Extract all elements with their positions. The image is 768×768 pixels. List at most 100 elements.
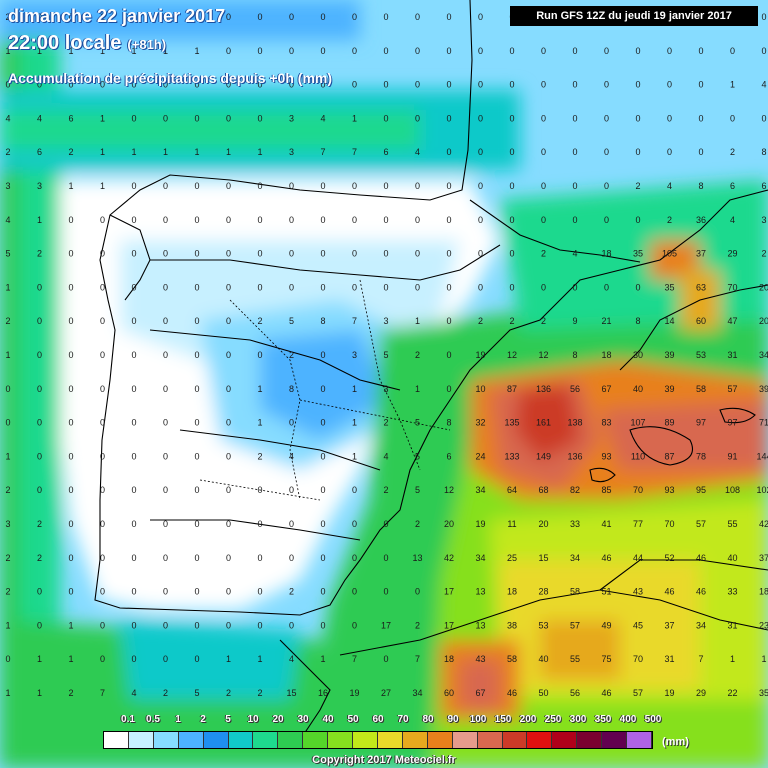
- grid-value: 0: [194, 80, 199, 90]
- grid-value: 1: [194, 147, 199, 157]
- grid-value: 2: [541, 249, 546, 259]
- grid-value: 1: [257, 418, 262, 428]
- grid-value: 42: [759, 519, 768, 529]
- grid-value: 0: [68, 485, 73, 495]
- map-subtitle: Accumulation de précipitations depuis +0…: [8, 70, 332, 86]
- grid-value: 0: [226, 181, 231, 191]
- grid-value: 0: [226, 620, 231, 630]
- grid-value: 0: [320, 215, 325, 225]
- grid-value: 0: [572, 282, 577, 292]
- grid-value: 2: [415, 519, 420, 529]
- grid-value: 1: [37, 215, 42, 225]
- grid-value: 0: [446, 147, 451, 157]
- grid-value: 136: [536, 384, 551, 394]
- grid-value: 0: [131, 654, 136, 664]
- grid-value: 0: [37, 12, 42, 22]
- grid-value: 0: [226, 519, 231, 529]
- grid-value: 0: [226, 12, 231, 22]
- grid-value: 0: [163, 620, 168, 630]
- grid-value: 4: [667, 181, 672, 191]
- grid-value: 0: [320, 587, 325, 597]
- grid-value: 0: [667, 46, 672, 56]
- grid-value: 0: [572, 215, 577, 225]
- grid-value: 8: [635, 316, 640, 326]
- grid-value: 0: [163, 451, 168, 461]
- legend-label: 350: [594, 714, 612, 725]
- grid-value: 95: [696, 485, 706, 495]
- grid-value: 0: [667, 80, 672, 90]
- grid-value: 75: [601, 654, 611, 664]
- grid-value: 13: [475, 620, 485, 630]
- grid-value: 2: [5, 316, 10, 326]
- grid-value: 5: [289, 316, 294, 326]
- grid-value: 35: [759, 688, 768, 698]
- grid-value: 2: [667, 215, 672, 225]
- grid-value: 4: [572, 249, 577, 259]
- grid-value: 6: [730, 181, 735, 191]
- grid-value: 0: [68, 249, 73, 259]
- grid-value: 55: [570, 654, 580, 664]
- grid-value: 0: [541, 215, 546, 225]
- grid-value: 144: [756, 451, 768, 461]
- grid-value: 2: [5, 553, 10, 563]
- grid-value: 105: [662, 249, 677, 259]
- grid-value: 0: [352, 181, 357, 191]
- legend-swatch: [353, 732, 378, 748]
- grid-value: 34: [475, 553, 485, 563]
- grid-value: 7: [352, 654, 357, 664]
- grid-value: 0: [163, 384, 168, 394]
- grid-value: 0: [289, 485, 294, 495]
- grid-value: 0: [131, 418, 136, 428]
- legend-label: 30: [297, 714, 309, 725]
- grid-value: 6: [446, 451, 451, 461]
- grid-value: 20: [444, 519, 454, 529]
- grid-value: 0: [100, 485, 105, 495]
- grid-value: 0: [37, 350, 42, 360]
- grid-value: 0: [68, 418, 73, 428]
- grid-value: 2: [761, 249, 766, 259]
- grid-value: 57: [696, 519, 706, 529]
- grid-value: 0: [131, 316, 136, 326]
- grid-value: 0: [289, 620, 294, 630]
- grid-value: 0: [37, 485, 42, 495]
- grid-value: 0: [194, 113, 199, 123]
- grid-value: 40: [727, 553, 737, 563]
- grid-value: 0: [226, 350, 231, 360]
- grid-value: 2: [257, 316, 262, 326]
- grid-value: 33: [727, 587, 737, 597]
- grid-value: 1: [257, 654, 262, 664]
- grid-value: 3: [383, 384, 388, 394]
- grid-value: 0: [100, 553, 105, 563]
- grid-value: 0: [320, 384, 325, 394]
- grid-value: 38: [507, 620, 517, 630]
- grid-value: 93: [601, 451, 611, 461]
- grid-value: 0: [68, 519, 73, 529]
- grid-value: 82: [570, 485, 580, 495]
- grid-value: 0: [257, 215, 262, 225]
- grid-value: 34: [412, 688, 422, 698]
- legend-swatch: [153, 732, 179, 748]
- grid-value: 0: [5, 80, 10, 90]
- grid-value: 1: [761, 654, 766, 664]
- grid-value: 0: [226, 384, 231, 394]
- grid-value: 0: [100, 451, 105, 461]
- grid-value: 0: [604, 46, 609, 56]
- grid-value: 12: [507, 350, 517, 360]
- grid-value: 0: [478, 181, 483, 191]
- grid-value: 87: [664, 451, 674, 461]
- legend-swatch: [402, 732, 428, 748]
- grid-value: 18: [601, 249, 611, 259]
- grid-value: 0: [194, 316, 199, 326]
- legend-label: 500: [644, 714, 662, 725]
- grid-value: 0: [100, 384, 105, 394]
- grid-value: 0: [37, 282, 42, 292]
- grid-value: 0: [226, 249, 231, 259]
- grid-value: 0: [226, 113, 231, 123]
- grid-value: 0: [131, 350, 136, 360]
- grid-value: 77: [633, 519, 643, 529]
- grid-value: 3: [383, 316, 388, 326]
- grid-value: 52: [664, 553, 674, 563]
- legend-label: 200: [519, 714, 537, 725]
- grid-value: 0: [446, 46, 451, 56]
- grid-value: 0: [163, 181, 168, 191]
